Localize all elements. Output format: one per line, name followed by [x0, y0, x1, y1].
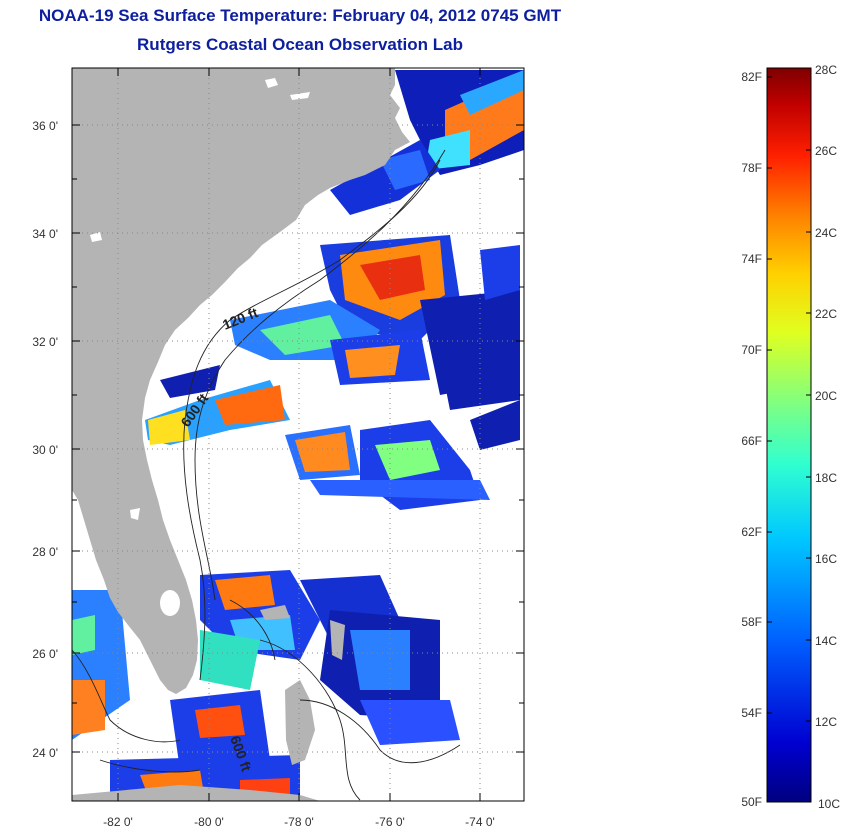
- cb-c-22: 22C: [815, 307, 837, 321]
- cb-c-14: 14C: [815, 634, 837, 648]
- cb-f-58: 58F: [741, 615, 762, 629]
- map-title: NOAA-19 Sea Surface Temperature: Februar…: [38, 6, 562, 25]
- lon-label-78: -78 0': [284, 815, 314, 829]
- colorbar-gradient: [766, 67, 812, 803]
- lat-label-32: 32 0': [32, 335, 58, 349]
- map-frame: [71, 67, 525, 802]
- lat-label-30: 30 0': [32, 443, 58, 457]
- cb-c-12: 12C: [815, 715, 837, 729]
- cb-f-54: 54F: [741, 706, 762, 720]
- lon-label-76: -76 0': [375, 815, 405, 829]
- lat-label-24: 24 0': [32, 746, 58, 760]
- cb-f-62: 62F: [741, 525, 762, 539]
- cb-c-10: 10C: [818, 797, 840, 811]
- bathymetry-contours: [72, 149, 461, 801]
- sst-patches: [72, 70, 524, 801]
- lat-label-28: 28 0': [32, 545, 58, 559]
- lat-label-34: 34 0': [32, 227, 58, 241]
- lon-label-74: -74 0': [465, 815, 495, 829]
- cb-f-66: 66F: [741, 434, 762, 448]
- cb-c-26: 26C: [815, 144, 837, 158]
- cb-c-18: 18C: [815, 471, 837, 485]
- longitude-labels: -82 0' -80 0' -78 0' -76 0' -74 0': [103, 815, 495, 829]
- colorbar: 82F 78F 74F 70F 66F 62F 58F 54F 50F 28C …: [741, 63, 840, 811]
- land-mainland: [72, 68, 410, 694]
- map-subtitle: Rutgers Coastal Ocean Observation Lab: [137, 35, 463, 54]
- land-bahamas: [285, 680, 315, 765]
- cb-f-74: 74F: [741, 252, 762, 266]
- lat-label-26: 26 0': [32, 647, 58, 661]
- land-cuba: [72, 785, 320, 801]
- cb-f-50: 50F: [741, 795, 762, 809]
- cb-f-78: 78F: [741, 161, 762, 175]
- lon-label-80: -80 0': [194, 815, 224, 829]
- cb-c-24: 24C: [815, 226, 837, 240]
- axis-ticks: [72, 68, 524, 801]
- lon-label-82: -82 0': [103, 815, 133, 829]
- cb-f-70: 70F: [741, 343, 762, 357]
- cb-c-20: 20C: [815, 389, 837, 403]
- cb-f-82: 82F: [741, 70, 762, 84]
- cb-c-28: 28C: [815, 63, 837, 77]
- graticule: [72, 68, 524, 801]
- cb-c-16: 16C: [815, 552, 837, 566]
- latitude-labels: 24 0' 26 0' 28 0' 30 0' 32 0' 34 0' 36 0…: [32, 119, 58, 760]
- lat-label-36: 36 0': [32, 119, 58, 133]
